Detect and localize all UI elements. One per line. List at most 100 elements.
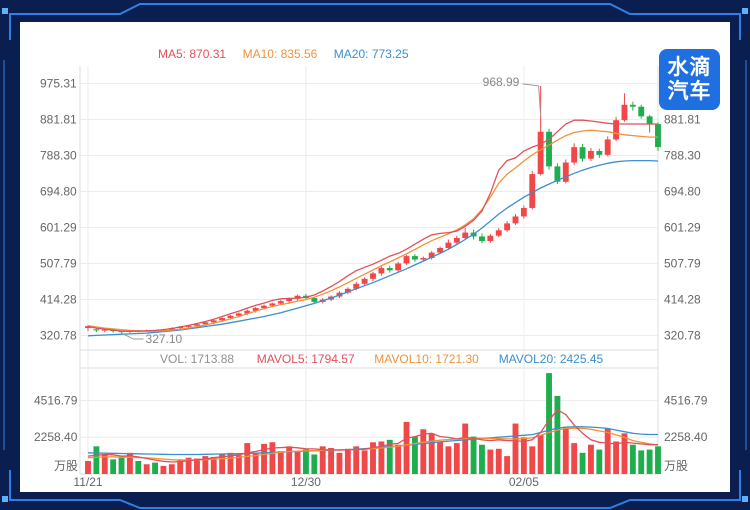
candle-body xyxy=(395,263,402,271)
volume-bar xyxy=(487,449,494,474)
price-ytick-right: 694.80 xyxy=(664,184,701,198)
candle-body xyxy=(194,324,200,326)
volume-bar xyxy=(303,449,309,474)
candle-body xyxy=(520,207,527,217)
price-ytick-left: 881.81 xyxy=(40,112,77,126)
volume-bar xyxy=(537,434,544,474)
volume-bar xyxy=(110,459,117,474)
candle-body xyxy=(235,313,242,316)
ma10-line xyxy=(87,129,658,332)
volume-bar xyxy=(252,452,259,474)
volume-legend-item: MAVOL20: 2425.45 xyxy=(499,352,604,366)
volume-bar xyxy=(219,454,226,474)
volume-bar xyxy=(512,423,519,474)
low-annotation-leader xyxy=(121,332,144,340)
volume-bar xyxy=(143,464,150,474)
candle-body xyxy=(361,278,368,284)
candle-body xyxy=(101,329,108,331)
candle-body xyxy=(462,232,469,238)
high-annotation-leader xyxy=(522,83,542,116)
volume-bar xyxy=(311,454,318,474)
volume-bar xyxy=(655,446,661,474)
price-ytick-right: 601.29 xyxy=(664,220,701,234)
volume-bar xyxy=(378,441,385,474)
volume-bar xyxy=(227,452,234,474)
volume-bar xyxy=(93,446,100,474)
candle-body xyxy=(495,230,502,236)
candle-body xyxy=(420,258,427,260)
candle-body xyxy=(411,256,418,260)
volume-bar xyxy=(411,436,418,474)
price-ytick-right: 414.28 xyxy=(664,292,701,306)
volume-bar xyxy=(101,454,108,474)
price-ytick-right: 320.78 xyxy=(664,328,701,342)
candle-body xyxy=(252,308,259,311)
volume-ytick-left: 2258.40 xyxy=(34,430,78,444)
volume-bar xyxy=(546,373,552,474)
candle-body xyxy=(529,174,536,208)
high-annotation: 968.99 xyxy=(483,75,520,89)
volume-legend-item: MAVOL5: 1794.57 xyxy=(257,352,355,366)
volume-ytick-right: 4516.79 xyxy=(664,394,708,408)
candle-body xyxy=(403,256,410,264)
volume-bar xyxy=(194,458,200,474)
volume-bar xyxy=(403,421,410,474)
volume-ytick-right: 2258.40 xyxy=(664,430,708,444)
candle-body xyxy=(646,116,653,125)
candle-body xyxy=(629,104,636,107)
candle-body xyxy=(227,315,234,319)
volume-bar xyxy=(269,442,276,474)
candle-body xyxy=(655,124,661,148)
price-ytick-left: 320.78 xyxy=(40,328,77,342)
candle-body xyxy=(512,216,519,224)
volume-bar xyxy=(462,423,469,474)
volume-bar xyxy=(470,436,477,474)
volume-bar xyxy=(353,446,360,474)
volume-bar xyxy=(261,443,267,474)
candle-body xyxy=(244,310,251,314)
candle-body xyxy=(562,162,569,182)
volume-legend-item: VOL: 1713.88 xyxy=(160,352,234,366)
candle-body xyxy=(269,303,276,306)
candle-body xyxy=(604,139,611,155)
ma5-line xyxy=(87,119,658,332)
volume-bar xyxy=(336,452,343,474)
candle-body xyxy=(185,325,192,327)
low-annotation: 327.10 xyxy=(146,332,183,346)
volume-bar xyxy=(118,457,125,474)
price-ytick-left: 601.29 xyxy=(40,220,77,234)
volume-bar xyxy=(495,448,502,474)
volume-bar xyxy=(344,448,351,474)
ma20-line xyxy=(87,159,659,337)
candle-body xyxy=(621,104,628,121)
price-ytick-right: 507.79 xyxy=(664,256,701,270)
volume-bar xyxy=(437,441,443,474)
volume-bar xyxy=(596,449,603,474)
volume-bar xyxy=(277,451,284,474)
xtick-label: 12/30 xyxy=(291,475,321,489)
candle-body xyxy=(596,150,603,155)
candle-body xyxy=(638,106,645,117)
candle-body xyxy=(294,295,301,299)
volume-bar xyxy=(588,444,594,474)
volume-bar xyxy=(126,452,133,474)
candle-body xyxy=(286,298,293,302)
price-ytick-left: 788.30 xyxy=(40,148,77,162)
volume-bar xyxy=(579,452,586,474)
volume-bar xyxy=(370,442,376,474)
candle-body xyxy=(504,223,511,231)
volume-bar xyxy=(328,447,335,474)
candle-body xyxy=(537,131,544,175)
candle-body xyxy=(554,166,561,182)
price-ytick-right: 881.81 xyxy=(664,112,701,126)
candle-body xyxy=(453,237,460,243)
candle-body xyxy=(613,120,620,140)
price-ytick-right: 788.30 xyxy=(664,148,701,162)
volume-bar xyxy=(294,451,301,474)
volume-bar xyxy=(562,426,569,474)
volume-bar xyxy=(420,429,427,474)
xtick-label: 11/21 xyxy=(73,475,102,489)
volume-bar xyxy=(613,441,620,474)
price-ytick-left: 414.28 xyxy=(40,292,77,306)
